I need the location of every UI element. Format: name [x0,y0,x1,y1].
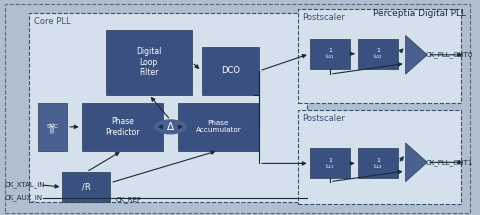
Text: Postscaler: Postscaler [302,13,345,22]
FancyBboxPatch shape [29,13,307,202]
Text: Core PLL: Core PLL [34,17,70,26]
Text: 1
L₁₂: 1 L₁₂ [374,158,382,169]
Text: Phase
Predictor: Phase Predictor [105,117,140,137]
Circle shape [155,120,186,134]
Text: 1
L₀₂: 1 L₀₂ [374,48,382,59]
Polygon shape [406,35,427,74]
Text: 1
L₀₁: 1 L₀₁ [326,48,334,59]
FancyBboxPatch shape [202,47,259,95]
Text: SSC: SSC [50,121,55,133]
Text: Δ: Δ [167,122,174,132]
FancyBboxPatch shape [298,9,461,103]
Text: CK_XTAL_IN: CK_XTAL_IN [5,181,45,188]
Text: CK_AUX_IN: CK_AUX_IN [5,194,43,201]
FancyBboxPatch shape [298,110,461,204]
Text: 1
L₁₁: 1 L₁₁ [326,158,334,169]
FancyBboxPatch shape [358,39,398,69]
FancyBboxPatch shape [310,148,350,178]
Text: Perceptia Digital PLL: Perceptia Digital PLL [372,9,466,18]
FancyBboxPatch shape [106,30,192,95]
Text: CK_PLL_OUT1: CK_PLL_OUT1 [425,159,473,166]
Text: Digital
Loop
Filter: Digital Loop Filter [136,48,161,77]
Polygon shape [406,143,427,182]
FancyBboxPatch shape [62,172,110,202]
Text: SSC: SSC [47,124,59,129]
FancyBboxPatch shape [178,103,259,150]
FancyBboxPatch shape [310,39,350,69]
Text: Phase
Accumulator: Phase Accumulator [195,120,241,133]
FancyBboxPatch shape [38,103,67,150]
Text: Postscaler: Postscaler [302,114,345,123]
Text: CK_PLL_OUT0: CK_PLL_OUT0 [425,51,473,58]
FancyBboxPatch shape [358,148,398,178]
FancyBboxPatch shape [5,4,470,213]
Text: CK_REF: CK_REF [115,197,141,203]
Text: DCO: DCO [221,66,240,75]
Text: /R: /R [82,183,91,192]
FancyBboxPatch shape [82,103,163,150]
